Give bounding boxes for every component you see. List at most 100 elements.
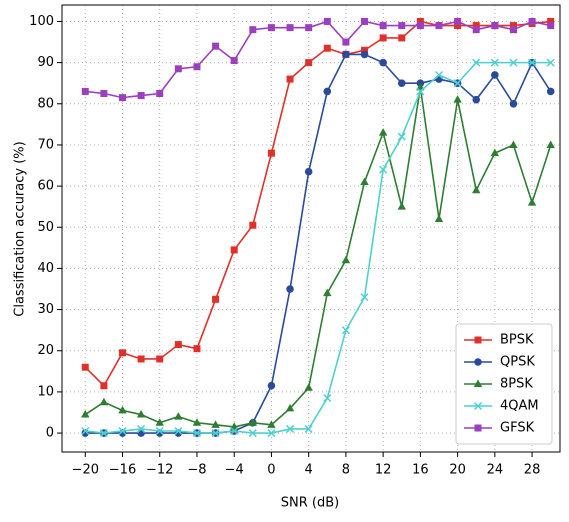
marker (379, 34, 387, 42)
marker (136, 410, 146, 418)
x-tick-label: 28 (524, 463, 541, 478)
y-tick-label: 60 (37, 179, 54, 194)
y-tick-label: 50 (37, 220, 54, 235)
marker (100, 382, 108, 390)
marker (472, 185, 481, 194)
marker (453, 95, 462, 103)
x-tick-label: 20 (449, 463, 466, 478)
marker (509, 140, 518, 148)
legend-label: GFSK (500, 421, 535, 436)
x-tick-label: 4 (305, 463, 313, 478)
marker (379, 165, 388, 174)
marker (416, 87, 425, 96)
marker (155, 418, 164, 426)
marker (547, 17, 555, 25)
marker (527, 198, 537, 206)
marker (212, 295, 220, 303)
marker (212, 42, 220, 50)
marker (509, 22, 517, 30)
marker (454, 17, 462, 25)
x-tick-label: −20 (72, 463, 99, 478)
marker (156, 89, 164, 97)
y-tick-label: 80 (37, 96, 54, 111)
marker (118, 426, 127, 436)
marker (491, 71, 499, 79)
marker (434, 70, 444, 80)
marker (248, 418, 258, 426)
marker (490, 58, 499, 67)
x-tick-label: −16 (109, 463, 136, 478)
marker (472, 58, 481, 67)
y-tick-label: 100 (29, 14, 54, 29)
marker (286, 24, 294, 32)
marker (304, 383, 313, 391)
marker (360, 50, 369, 59)
marker (230, 426, 239, 436)
marker (230, 246, 238, 254)
y-tick-label: 10 (37, 384, 54, 399)
marker (192, 429, 202, 438)
marker (174, 426, 183, 436)
y-axis-label: Classification accuracy (%) (13, 141, 28, 316)
series-line (84, 87, 552, 428)
marker (192, 418, 202, 426)
legend-label: 8PSK (500, 377, 533, 392)
marker (361, 17, 369, 25)
x-tick-label: −4 (225, 463, 244, 478)
x-tick-label: 8 (342, 463, 350, 478)
marker (267, 24, 275, 32)
marker (474, 336, 482, 344)
marker (193, 345, 201, 353)
y-tick-label: 30 (37, 302, 54, 317)
marker (211, 420, 220, 428)
marker (230, 57, 238, 65)
marker (361, 46, 369, 54)
marker (286, 75, 294, 83)
marker (137, 429, 145, 437)
marker (379, 22, 387, 30)
marker (285, 403, 295, 412)
marker (341, 326, 350, 335)
x-tick-label: 0 (267, 463, 275, 478)
y-tick-label: 90 (37, 55, 54, 70)
marker (360, 177, 369, 185)
legend-label: QPSK (500, 355, 535, 370)
marker (473, 401, 483, 411)
marker (509, 58, 518, 67)
marker (416, 17, 424, 25)
marker (248, 429, 257, 438)
marker (547, 22, 555, 30)
marker (174, 412, 183, 420)
marker (435, 22, 443, 30)
series-line (85, 20, 551, 99)
y-tick-label: 20 (37, 343, 54, 358)
marker (398, 22, 406, 30)
marker (137, 355, 145, 363)
plot-frame (61, 4, 561, 453)
marker (137, 424, 146, 433)
marker (267, 429, 276, 438)
marker (342, 50, 350, 59)
x-tick-label: 12 (375, 463, 392, 478)
legend-label: BPSK (500, 333, 534, 348)
marker (249, 221, 257, 229)
marker (193, 63, 201, 71)
marker (81, 363, 89, 371)
marker (509, 99, 518, 108)
marker (397, 132, 406, 141)
marker (360, 293, 369, 302)
marker (528, 58, 537, 67)
marker (323, 288, 332, 297)
marker (397, 79, 406, 88)
marker (81, 410, 90, 418)
x-tick-label: −12 (146, 463, 173, 478)
marker (323, 87, 332, 96)
marker (137, 92, 145, 100)
y-tick-label: 70 (37, 137, 54, 152)
marker (304, 167, 313, 176)
marker (472, 95, 481, 104)
marker (99, 429, 108, 438)
marker (286, 285, 294, 293)
marker (378, 128, 388, 136)
